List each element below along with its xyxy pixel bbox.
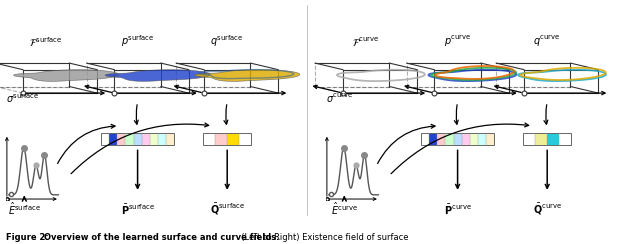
Text: $q^{\mathrm{surface}}$: $q^{\mathrm{surface}}$ bbox=[211, 33, 244, 49]
Text: $\mathcal{F}^{\mathrm{curve}}$: $\mathcal{F}^{\mathrm{curve}}$ bbox=[353, 36, 380, 49]
Bar bbox=[204, 133, 251, 145]
Polygon shape bbox=[105, 70, 210, 81]
Bar bbox=[470, 133, 478, 145]
Text: $p^{\mathrm{curve}}$: $p^{\mathrm{curve}}$ bbox=[444, 34, 471, 49]
Text: $\hat{E}^{\mathrm{surface}}$: $\hat{E}^{\mathrm{surface}}$ bbox=[8, 201, 41, 217]
Text: $p^{\mathrm{surface}}$: $p^{\mathrm{surface}}$ bbox=[121, 33, 154, 49]
Text: $\sigma^{\mathrm{curve}}$: $\sigma^{\mathrm{curve}}$ bbox=[326, 92, 354, 105]
Bar bbox=[134, 133, 141, 145]
Bar bbox=[445, 133, 454, 145]
Text: $\sigma^{\mathrm{surface}}$: $\sigma^{\mathrm{surface}}$ bbox=[6, 91, 40, 105]
Bar bbox=[101, 133, 174, 145]
Bar bbox=[109, 133, 117, 145]
Bar bbox=[150, 133, 158, 145]
Bar bbox=[141, 133, 150, 145]
Text: Overview of the learned surface and curve fields.: Overview of the learned surface and curv… bbox=[44, 233, 279, 242]
Bar bbox=[158, 133, 166, 145]
Text: $\bar{\mathbf{Q}}^{\mathrm{curve}}$: $\bar{\mathbf{Q}}^{\mathrm{curve}}$ bbox=[532, 202, 562, 217]
Bar bbox=[461, 133, 470, 145]
Text: $q^{\mathrm{curve}}$: $q^{\mathrm{curve}}$ bbox=[534, 34, 561, 49]
Bar bbox=[437, 133, 445, 145]
Text: Figure 2:: Figure 2: bbox=[6, 233, 52, 242]
Text: $\bar{\mathbf{Q}}^{\mathrm{surface}}$: $\bar{\mathbf{Q}}^{\mathrm{surface}}$ bbox=[209, 202, 245, 217]
Text: $\bar{\mathbf{P}}^{\mathrm{surface}}$: $\bar{\mathbf{P}}^{\mathrm{surface}}$ bbox=[120, 203, 155, 217]
Text: $\hat{E}^{\mathrm{curve}}$: $\hat{E}^{\mathrm{curve}}$ bbox=[331, 201, 358, 217]
Bar bbox=[478, 133, 486, 145]
Bar bbox=[166, 133, 174, 145]
Bar bbox=[429, 133, 437, 145]
Bar bbox=[421, 133, 494, 145]
Bar bbox=[535, 133, 547, 145]
Bar bbox=[204, 133, 215, 145]
Bar bbox=[524, 133, 572, 145]
Bar bbox=[215, 133, 227, 145]
Bar bbox=[486, 133, 494, 145]
Text: $\bar{\mathbf{P}}^{\mathrm{curve}}$: $\bar{\mathbf{P}}^{\mathrm{curve}}$ bbox=[444, 203, 472, 217]
Bar bbox=[547, 133, 559, 145]
Bar bbox=[101, 133, 109, 145]
Bar bbox=[524, 133, 535, 145]
Bar bbox=[559, 133, 572, 145]
Text: $\mathcal{F}^{\mathrm{surface}}$: $\mathcal{F}^{\mathrm{surface}}$ bbox=[29, 35, 63, 49]
Bar bbox=[421, 133, 429, 145]
Bar bbox=[117, 133, 125, 145]
Bar bbox=[227, 133, 239, 145]
Text: (Left to Right) Existence field of surface: (Left to Right) Existence field of surfa… bbox=[236, 233, 408, 242]
Bar bbox=[239, 133, 252, 145]
Polygon shape bbox=[195, 70, 300, 81]
Bar bbox=[454, 133, 461, 145]
Bar bbox=[125, 133, 134, 145]
Polygon shape bbox=[13, 70, 118, 81]
